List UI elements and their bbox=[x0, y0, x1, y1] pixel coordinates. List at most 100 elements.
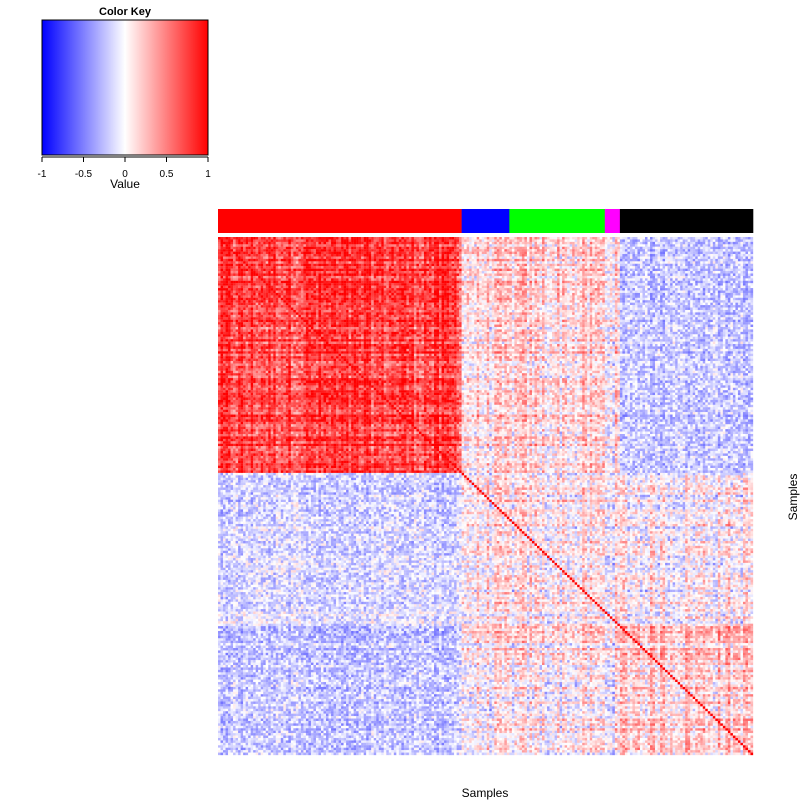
heatmap-cell bbox=[740, 273, 744, 277]
heatmap-cell bbox=[574, 288, 578, 291]
heatmap-cell bbox=[589, 244, 593, 247]
heatmap-cell bbox=[474, 283, 477, 286]
heatmap-cell bbox=[547, 275, 550, 279]
heatmap-cell bbox=[687, 254, 691, 257]
heatmap-cell bbox=[534, 246, 538, 250]
heatmap-cell bbox=[524, 256, 528, 260]
heatmap-cell bbox=[612, 280, 615, 284]
heatmap-cell bbox=[434, 285, 437, 289]
heatmap-cell bbox=[220, 292, 224, 296]
heatmap-cell bbox=[639, 271, 643, 274]
heatmap-cell bbox=[612, 239, 615, 243]
heatmap-cell bbox=[494, 237, 497, 240]
heatmap-cell bbox=[248, 246, 251, 250]
heatmap-cell bbox=[235, 266, 239, 269]
heatmap-cell bbox=[310, 278, 314, 281]
heatmap-cell bbox=[326, 256, 329, 260]
heatmap-cell bbox=[275, 266, 279, 269]
heatmap-cell bbox=[604, 241, 608, 245]
heatmap-cell bbox=[318, 239, 322, 243]
heatmap-cell bbox=[589, 239, 593, 243]
heatmap-cell bbox=[579, 244, 583, 247]
heatmap-cell bbox=[564, 254, 568, 257]
heatmap-cell bbox=[290, 237, 294, 240]
heatmap-cell bbox=[391, 263, 394, 267]
heatmap-cell bbox=[383, 275, 387, 279]
heatmap-cell bbox=[587, 266, 590, 269]
heatmap-cell bbox=[248, 254, 251, 257]
heatmap-cell bbox=[341, 292, 344, 296]
heatmap-cell bbox=[413, 278, 417, 281]
heatmap-cell bbox=[697, 256, 701, 260]
heatmap-cell bbox=[255, 271, 259, 274]
heatmap-cell bbox=[353, 273, 357, 277]
heatmap-cell bbox=[514, 256, 518, 260]
heatmap-cell bbox=[722, 278, 726, 281]
heatmap-cell bbox=[233, 292, 236, 296]
heatmap-cell bbox=[411, 237, 415, 240]
heatmap-cell bbox=[481, 280, 485, 284]
heatmap-cell bbox=[737, 285, 741, 289]
heatmap-cell bbox=[609, 283, 613, 286]
heatmap-cell bbox=[677, 249, 681, 252]
heatmap-cell bbox=[677, 239, 681, 243]
heatmap-cell bbox=[509, 271, 513, 274]
heatmap-cell bbox=[479, 246, 482, 250]
heatmap-cell bbox=[293, 239, 297, 243]
heatmap-cell bbox=[283, 241, 286, 245]
heatmap-cell bbox=[516, 256, 520, 260]
heatmap-cell bbox=[348, 278, 352, 281]
heatmap-cell bbox=[444, 263, 447, 267]
heatmap-cell bbox=[740, 237, 744, 240]
heatmap-cell bbox=[609, 275, 613, 279]
heatmap-cell bbox=[411, 261, 415, 264]
heatmap-cell bbox=[547, 288, 550, 291]
heatmap-cell bbox=[328, 246, 332, 250]
heatmap-cell bbox=[358, 268, 362, 272]
heatmap-cell bbox=[602, 251, 605, 255]
heatmap-cell bbox=[665, 288, 668, 291]
heatmap-cell bbox=[358, 241, 362, 245]
heatmap-cell bbox=[564, 239, 568, 243]
heatmap-cell bbox=[285, 280, 289, 284]
heatmap-cell bbox=[499, 261, 502, 264]
heatmap-cell bbox=[650, 241, 653, 245]
heatmap-cell bbox=[745, 261, 749, 264]
heatmap-cell bbox=[569, 268, 573, 272]
heatmap-cell bbox=[303, 290, 307, 294]
heatmap-cell bbox=[687, 285, 691, 289]
heatmap-cell bbox=[336, 266, 339, 269]
heatmap-cell bbox=[657, 288, 661, 291]
heatmap-cell bbox=[328, 288, 332, 291]
heatmap-cell bbox=[413, 283, 417, 286]
heatmap-cell bbox=[338, 288, 342, 291]
heatmap-cell bbox=[391, 258, 394, 262]
heatmap-cell bbox=[469, 275, 472, 279]
heatmap-cell bbox=[745, 251, 749, 255]
heatmap-cell bbox=[358, 273, 362, 277]
heatmap-cell bbox=[310, 254, 314, 257]
heatmap-cell bbox=[511, 254, 515, 257]
heatmap-cell bbox=[293, 249, 297, 252]
heatmap-cell bbox=[469, 285, 472, 289]
heatmap-cell bbox=[451, 268, 455, 272]
heatmap-cell bbox=[491, 261, 495, 264]
heatmap-cell bbox=[642, 290, 646, 294]
heatmap-cell bbox=[459, 278, 462, 281]
heatmap-cell bbox=[263, 290, 266, 294]
heatmap-cell bbox=[356, 251, 359, 255]
heatmap-cell bbox=[245, 261, 249, 264]
heatmap-cell bbox=[592, 278, 595, 281]
heatmap-cell bbox=[662, 273, 666, 277]
heatmap-cell bbox=[401, 246, 405, 250]
heatmap-cell bbox=[652, 261, 656, 264]
heatmap-cell bbox=[607, 251, 610, 255]
heatmap-cell bbox=[547, 254, 550, 257]
heatmap-cell bbox=[260, 244, 264, 247]
heatmap-cell bbox=[720, 273, 724, 277]
heatmap-cell bbox=[489, 239, 492, 243]
heatmap-cell bbox=[444, 256, 447, 260]
heatmap-cell bbox=[416, 280, 420, 284]
heatmap-cell bbox=[562, 239, 565, 243]
heatmap-cell bbox=[290, 261, 294, 264]
